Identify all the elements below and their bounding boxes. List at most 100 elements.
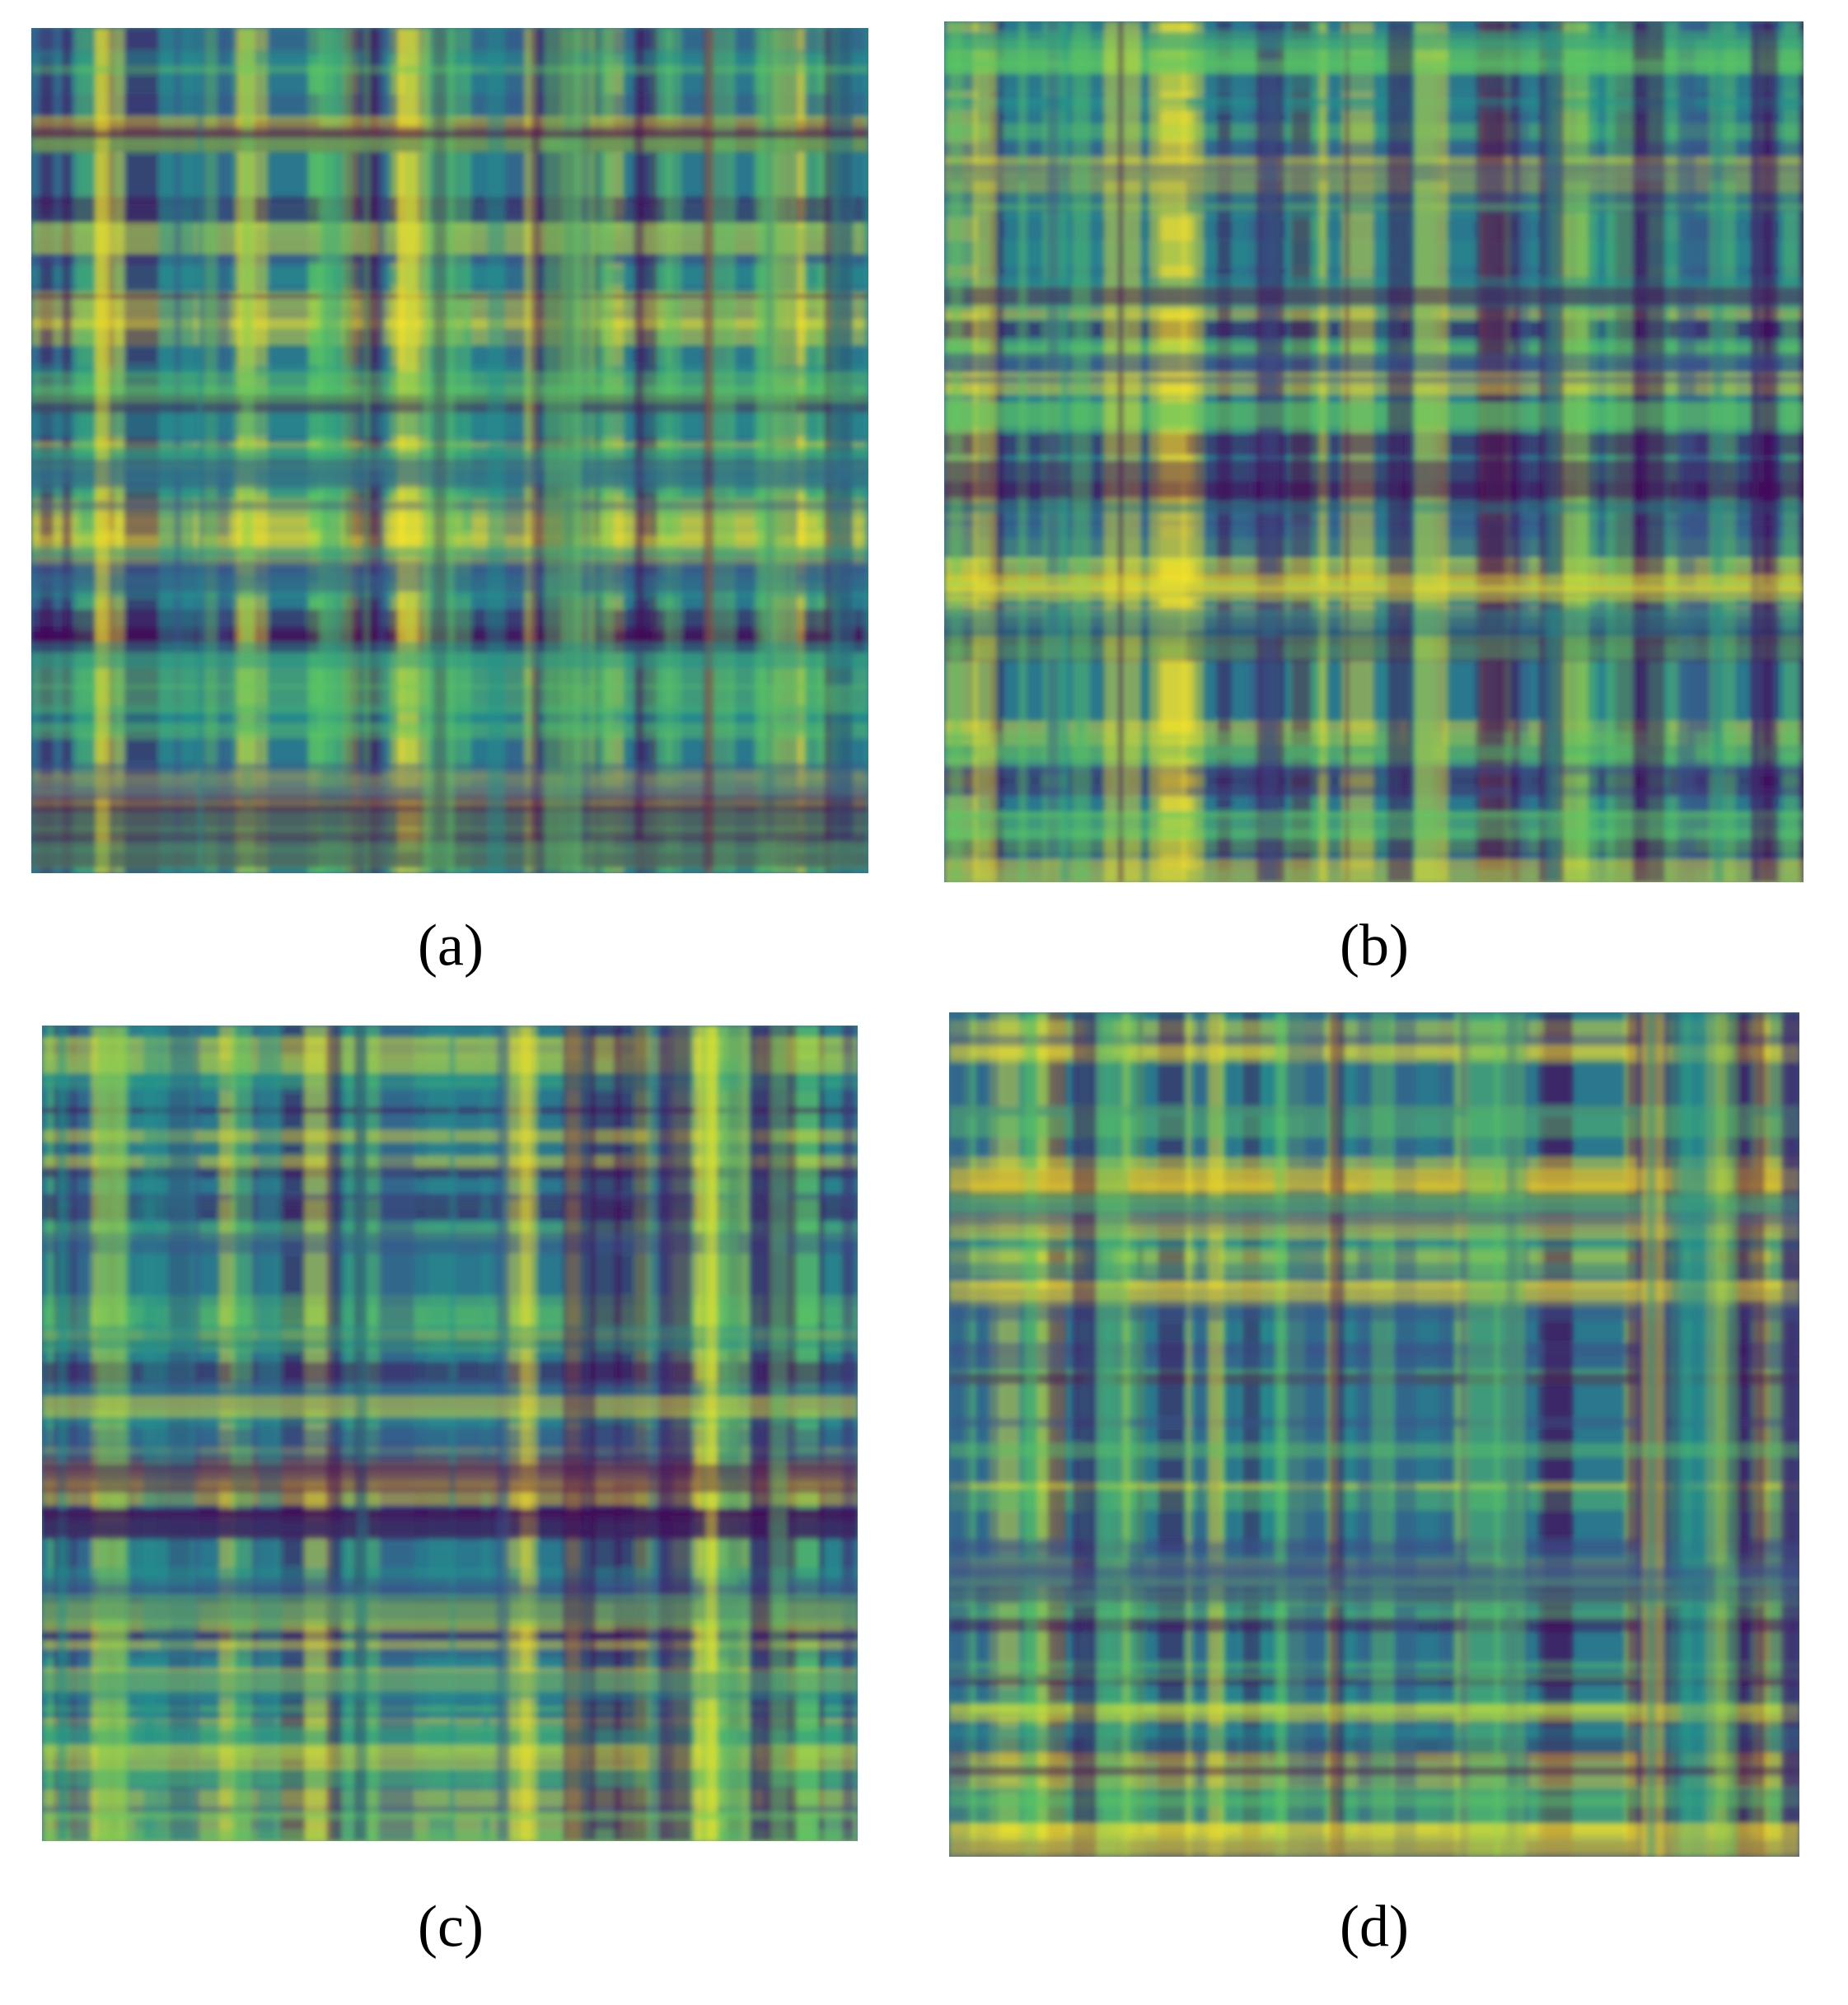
stripe-vertical: [1117, 21, 1124, 882]
stripe-vertical: [449, 1026, 456, 1841]
stripe-horizontal: [42, 1811, 858, 1820]
stripe-vertical: [950, 21, 963, 882]
stripe-vertical: [1046, 21, 1060, 882]
heatmap-image: [31, 28, 868, 873]
stripe-vertical: [658, 1026, 691, 1841]
stripe-horizontal: [949, 1568, 1799, 1602]
stripe-horizontal: [944, 502, 1804, 513]
stripe-vertical: [1677, 21, 1696, 882]
stripe-horizontal: [949, 1193, 1799, 1213]
stripe-horizontal: [944, 574, 1804, 602]
heatmap-texture: [949, 1012, 1799, 1857]
stripe-vertical: [1712, 21, 1724, 882]
stripe-horizontal: [42, 1464, 858, 1493]
stripe-vertical: [241, 28, 254, 873]
stripe-vertical: [1387, 21, 1413, 882]
stripe-horizontal: [944, 203, 1804, 211]
heatmap-image: [944, 21, 1804, 882]
stripe-vertical: [204, 28, 218, 873]
stripe-vertical: [496, 1026, 511, 1841]
stripe-vertical: [1681, 1012, 1716, 1857]
stripe-vertical: [1318, 21, 1328, 882]
stripe-horizontal: [42, 1395, 858, 1418]
stripe-vertical: [197, 28, 204, 873]
stripe-vertical: [973, 21, 997, 882]
stripe-vertical: [57, 1026, 67, 1841]
stripe-vertical: [531, 28, 540, 873]
stripe-horizontal: [31, 131, 868, 138]
stripe-vertical: [634, 28, 644, 873]
stripe-vertical: [1415, 21, 1448, 882]
stripe-vertical: [1060, 21, 1069, 882]
stripe-vertical: [1274, 1012, 1286, 1857]
heatmap-texture: [42, 1026, 858, 1841]
stripe-horizontal: [949, 1045, 1799, 1063]
stripe-vertical: [545, 28, 582, 873]
stripe-vertical: [563, 1026, 596, 1841]
stripe-vertical: [1733, 1012, 1765, 1857]
stripe-horizontal: [949, 1704, 1799, 1722]
stripe-horizontal: [949, 1618, 1799, 1633]
heatmap-image: [42, 1026, 858, 1841]
stripe-vertical: [1261, 21, 1278, 882]
stripe-vertical: [1096, 1012, 1130, 1857]
stripe-vertical: [398, 28, 419, 873]
stripe-horizontal: [949, 1766, 1799, 1776]
stripe-vertical: [587, 28, 615, 873]
stripe-vertical: [143, 1026, 162, 1841]
panel-label: (a): [418, 913, 484, 979]
stripe-vertical: [703, 28, 714, 873]
stripe-vertical: [1196, 1012, 1205, 1857]
stripe-vertical: [520, 1026, 538, 1841]
stripe-horizontal: [944, 59, 1804, 74]
panel-label: (c): [418, 1894, 484, 1960]
stripe-vertical: [750, 1026, 773, 1841]
stripe-horizontal: [42, 1594, 858, 1628]
stripe-vertical: [363, 28, 370, 873]
stripe-horizontal: [949, 1672, 1799, 1680]
stripe-vertical: [1329, 1012, 1345, 1857]
stripe-horizontal: [949, 1442, 1799, 1458]
stripe-vertical: [1018, 21, 1027, 882]
stripe-vertical: [843, 1026, 855, 1841]
stripe-vertical: [487, 28, 505, 873]
heatmap-texture: [944, 21, 1804, 882]
stripe-vertical: [1632, 21, 1665, 882]
stripe-horizontal: [944, 353, 1804, 373]
panel-label: (d): [1340, 1894, 1409, 1960]
stripe-vertical: [1072, 1012, 1097, 1857]
stripe-vertical: [1781, 1012, 1799, 1857]
stripe-vertical: [1715, 1012, 1738, 1857]
stripe-vertical: [1072, 21, 1091, 882]
stripe-vertical: [705, 1026, 717, 1841]
stripe-horizontal: [944, 98, 1804, 105]
stripe-horizontal: [949, 1822, 1799, 1857]
heatmap-image: [949, 1012, 1799, 1857]
stripe-horizontal: [42, 1510, 858, 1536]
panel-label: (b): [1340, 913, 1409, 979]
stripe-vertical: [1149, 21, 1186, 882]
stripe-vertical: [769, 1026, 788, 1841]
stripe-vertical: [830, 28, 854, 873]
stripe-horizontal: [31, 460, 868, 488]
heatmap-texture: [31, 28, 868, 873]
stripe-horizontal: [944, 163, 1804, 181]
stripe-vertical: [97, 1026, 130, 1841]
stripe-vertical: [756, 28, 788, 873]
stripe-horizontal: [944, 376, 1804, 384]
stripe-vertical: [789, 28, 797, 873]
stripe-vertical: [1344, 21, 1350, 882]
stripe-vertical: [1646, 1012, 1656, 1857]
stripe-vertical: [258, 1026, 283, 1841]
stripe-horizontal: [31, 642, 868, 669]
stripe-vertical: [356, 1026, 368, 1841]
stripe-horizontal: [31, 841, 868, 870]
stripe-vertical: [1546, 21, 1561, 882]
stripe-vertical: [710, 28, 736, 873]
stripe-vertical: [1559, 21, 1589, 882]
stripe-vertical: [1750, 21, 1779, 882]
stripe-vertical: [96, 28, 110, 873]
stripe-horizontal: [42, 1325, 858, 1350]
